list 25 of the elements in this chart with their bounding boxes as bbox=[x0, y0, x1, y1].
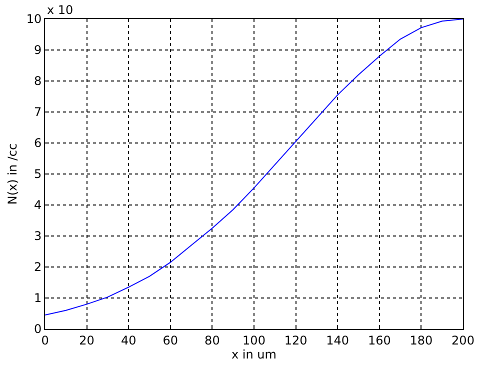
y-tick-label: 4 bbox=[34, 198, 42, 212]
y-tick-label: 7 bbox=[34, 105, 42, 120]
x-tick-label: 180 bbox=[410, 333, 433, 348]
x-tick-label: 120 bbox=[284, 333, 308, 348]
x-tick-label: 40 bbox=[120, 333, 136, 348]
line-series bbox=[45, 19, 463, 316]
y-axis-title: N(x) in /cc bbox=[6, 143, 20, 205]
y-tick-label: 2 bbox=[34, 260, 42, 274]
y-tick-label: 9 bbox=[34, 43, 42, 58]
x-tick-label: 20 bbox=[79, 333, 94, 348]
x-tick-label: 140 bbox=[326, 333, 350, 348]
x-tick-label: 160 bbox=[368, 333, 391, 348]
x-tick-label: 100 bbox=[242, 333, 266, 348]
x-tick-label: 60 bbox=[162, 333, 178, 348]
x-axis-title: x in um bbox=[232, 347, 276, 362]
y-tick-label: 1 bbox=[34, 291, 42, 306]
y-tick-label: 6 bbox=[34, 136, 42, 150]
y-tick-label: 3 bbox=[34, 229, 42, 244]
y-tick-label: 0 bbox=[34, 322, 42, 336]
y-tick-label: 10 bbox=[26, 12, 42, 26]
y-tick-label: 8 bbox=[34, 74, 42, 88]
x-tick-label: 200 bbox=[452, 333, 474, 348]
text: x 10 bbox=[47, 3, 74, 17]
x-tick-label: 80 bbox=[204, 333, 220, 348]
y-tick-label: 5 bbox=[34, 167, 42, 182]
